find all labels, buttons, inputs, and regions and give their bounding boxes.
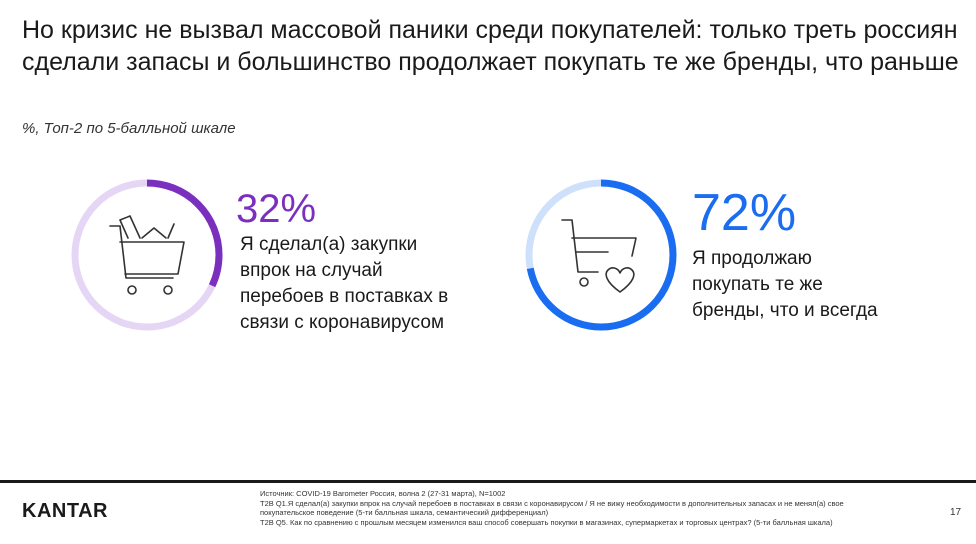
- stockpiling-label: Я сделал(а) закупки впрок на случай пере…: [240, 234, 449, 333]
- source-line: T2B Q5. Как по сравнению с прошлым месяц…: [260, 517, 833, 527]
- source-line: T2B Q1.Я сделал(а) закупки впрок на случ…: [260, 498, 844, 518]
- stockpiling-percentage: 32%: [236, 187, 317, 231]
- donut-arc: [525, 179, 677, 331]
- source-notes: Источник: COVID-19 Barometer Россия, вол…: [260, 489, 900, 527]
- chart-subtitle: %, Топ-2 по 5-балльной шкале: [22, 120, 236, 137]
- source-line: Источник: COVID-19 Barometer Россия, вол…: [260, 489, 506, 498]
- shopping-cart-with-groceries-icon: [109, 215, 185, 295]
- page-number: 17: [950, 507, 962, 518]
- page-title: Но кризис не вызвал массовой паники сред…: [22, 16, 959, 76]
- kantar-logo: KANTAR: [22, 500, 108, 522]
- donut-arc: [71, 179, 223, 331]
- footer-divider: [0, 480, 976, 483]
- brand-loyalty-percentage: 72%: [692, 184, 797, 242]
- shopping-cart-with-heart-icon: [561, 219, 637, 293]
- donut-chart-brand-loyalty: [525, 179, 677, 331]
- donut-chart-stockpiling: [71, 179, 223, 331]
- brand-loyalty-label: Я продолжаю покупать те же бренды, что и…: [692, 248, 878, 321]
